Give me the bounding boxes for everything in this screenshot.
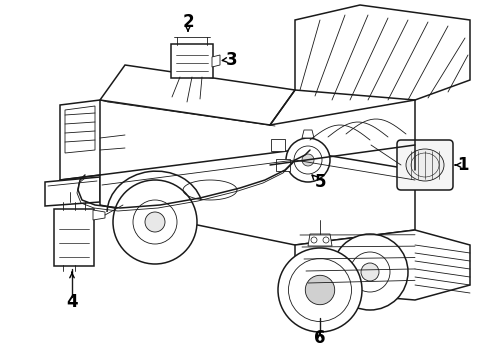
Circle shape bbox=[113, 180, 197, 264]
Polygon shape bbox=[100, 150, 415, 245]
Text: 3: 3 bbox=[226, 51, 238, 69]
Polygon shape bbox=[45, 177, 100, 206]
Circle shape bbox=[286, 138, 330, 182]
FancyBboxPatch shape bbox=[271, 139, 285, 151]
Polygon shape bbox=[212, 55, 220, 67]
Polygon shape bbox=[295, 5, 470, 100]
FancyBboxPatch shape bbox=[276, 159, 290, 171]
Text: 2: 2 bbox=[182, 13, 194, 31]
Circle shape bbox=[294, 146, 322, 174]
Circle shape bbox=[332, 234, 408, 310]
Polygon shape bbox=[93, 210, 105, 220]
Polygon shape bbox=[65, 106, 95, 153]
Circle shape bbox=[302, 154, 314, 166]
Text: 4: 4 bbox=[66, 293, 78, 311]
Polygon shape bbox=[295, 230, 470, 300]
Polygon shape bbox=[302, 130, 314, 138]
FancyBboxPatch shape bbox=[397, 140, 453, 190]
Circle shape bbox=[305, 275, 335, 305]
Ellipse shape bbox=[289, 258, 351, 321]
FancyBboxPatch shape bbox=[54, 209, 94, 266]
Circle shape bbox=[323, 237, 329, 243]
Circle shape bbox=[350, 252, 390, 292]
Circle shape bbox=[361, 263, 379, 281]
Polygon shape bbox=[100, 65, 295, 125]
Text: 1: 1 bbox=[457, 156, 469, 174]
Ellipse shape bbox=[278, 248, 362, 332]
Text: 5: 5 bbox=[314, 173, 326, 191]
Circle shape bbox=[145, 212, 165, 232]
Polygon shape bbox=[308, 234, 332, 246]
Text: 6: 6 bbox=[314, 329, 326, 347]
Circle shape bbox=[311, 237, 317, 243]
Circle shape bbox=[133, 200, 177, 244]
FancyBboxPatch shape bbox=[171, 44, 213, 78]
Ellipse shape bbox=[406, 149, 444, 181]
Polygon shape bbox=[60, 100, 100, 180]
